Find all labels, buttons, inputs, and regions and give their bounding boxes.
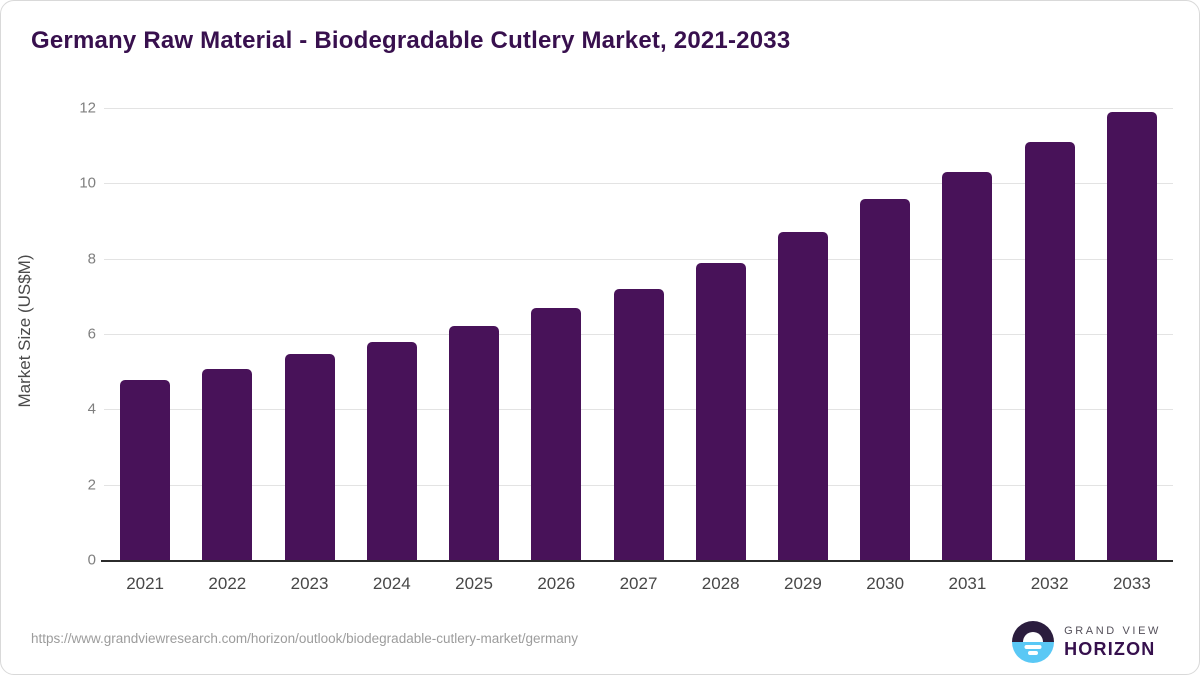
bar-2033[interactable]	[1106, 112, 1157, 560]
x-tick-label-2022: 2022	[208, 574, 247, 593]
grand-view-horizon-logo: GRAND VIEW HORIZON	[1012, 621, 1161, 663]
gridline-8	[104, 258, 1173, 260]
x-tick-label-2027: 2027	[619, 574, 658, 593]
x-tick-label-2028: 2028	[701, 574, 740, 593]
bar-2032[interactable]	[1024, 141, 1075, 560]
bar-2026[interactable]	[531, 308, 582, 560]
logo-text-horizon: HORIZON	[1064, 638, 1156, 659]
bar-2025[interactable]	[449, 326, 500, 560]
x-tick-label-2023: 2023	[290, 574, 329, 593]
bar-2021[interactable]	[120, 379, 171, 560]
sun-icon	[1023, 632, 1044, 642]
source-url: https://www.grandviewresearch.com/horizo…	[31, 631, 579, 646]
x-tick-label-2029: 2029	[784, 574, 822, 593]
y-tick-label-8: 8	[87, 250, 96, 268]
bar-2028[interactable]	[695, 262, 746, 560]
gridline-10	[104, 183, 1173, 185]
x-tick-label-2031: 2031	[948, 574, 987, 593]
x-tick-label-2030: 2030	[866, 574, 905, 593]
sun-reflection-bar	[1028, 651, 1039, 655]
bar-2022[interactable]	[202, 369, 253, 560]
bar-2029[interactable]	[777, 232, 828, 560]
y-tick-label-4: 4	[87, 400, 96, 418]
x-tick-label-2026: 2026	[537, 574, 576, 593]
gridline-12	[104, 108, 1173, 109]
y-tick-label-0: 0	[87, 551, 96, 569]
bar-2027[interactable]	[613, 289, 664, 560]
bar-2024[interactable]	[366, 341, 417, 560]
x-tick-label-2025: 2025	[455, 574, 493, 593]
x-tick-label-2024: 2024	[372, 574, 411, 593]
y-tick-label-12: 12	[79, 99, 96, 117]
y-tick-label-2: 2	[87, 476, 96, 494]
horizon-sun-logo-icon	[1012, 621, 1055, 663]
y-axis-title: Market Size (US$M)	[15, 254, 34, 408]
bar-2023[interactable]	[284, 354, 335, 560]
y-tick-label-10: 10	[79, 174, 96, 192]
chart-title: Germany Raw Material - Biodegradable Cut…	[31, 27, 791, 54]
bar-2031[interactable]	[942, 172, 993, 560]
x-tick-label-2032: 2032	[1030, 574, 1069, 593]
x-tick-label-2033: 2033	[1112, 574, 1151, 593]
x-axis-line	[101, 560, 1173, 562]
x-tick-label-2021: 2021	[126, 574, 165, 593]
logo-text-grand-view: GRAND VIEW	[1064, 624, 1161, 637]
y-tick-label-6: 6	[87, 325, 96, 343]
sun-reflection-bar	[1024, 645, 1042, 649]
logo-text: GRAND VIEW HORIZON	[1064, 625, 1161, 660]
bar-2030[interactable]	[860, 199, 911, 560]
